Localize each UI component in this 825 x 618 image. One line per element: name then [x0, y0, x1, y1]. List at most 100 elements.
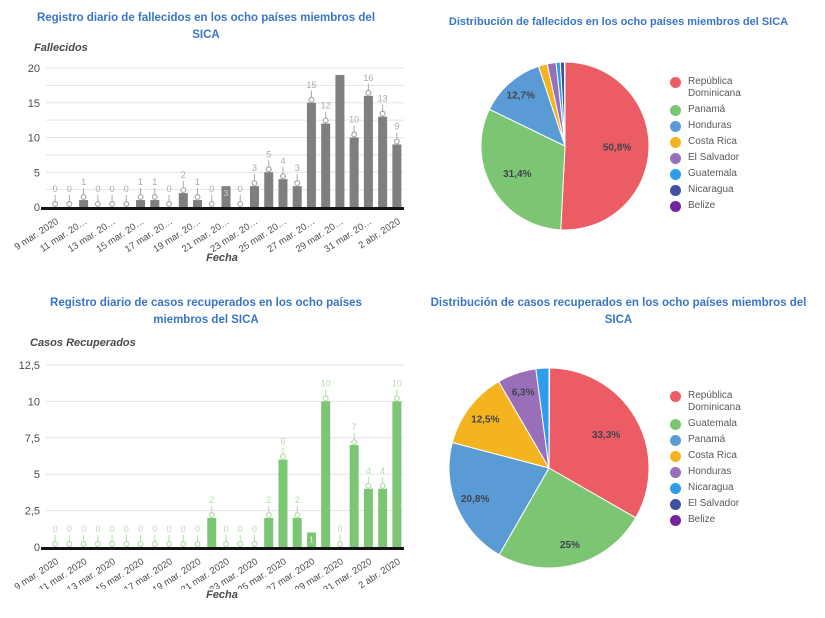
bar-value-label: 0	[53, 184, 58, 194]
bar-marker-dot	[151, 194, 158, 201]
legend-color-dot	[670, 105, 681, 116]
pie-slice-panam-	[480, 108, 566, 231]
legend-item: Belize	[670, 514, 810, 526]
bar	[278, 179, 288, 207]
bar-value-label: 10	[392, 378, 402, 388]
legend-label: Nicaragua	[688, 482, 734, 493]
pie-slice-belize	[548, 367, 551, 469]
pie-percent-label: 6,3%	[512, 387, 535, 398]
chart-daily-deaths: Registro diario de fallecidos en los och…	[0, 0, 412, 283]
bar-value-label: 0	[138, 524, 143, 534]
pie-chart-deaths: 50,8% 31,4% 12,7%	[480, 61, 650, 231]
bar-marker-dot	[166, 201, 173, 208]
bar-value-label: 0	[95, 524, 100, 534]
y-tick-label: 5	[34, 167, 40, 179]
pie-slice-honduras	[488, 65, 566, 147]
bar-marker-dot	[351, 131, 358, 138]
legend-label: Guatemala	[688, 168, 737, 179]
bar	[306, 102, 316, 207]
bar-marker-dot	[151, 541, 158, 548]
bar-value-label: 0	[181, 524, 186, 534]
bar-marker-dot	[180, 541, 187, 548]
legend-label: Costa Rica	[688, 450, 737, 461]
bar-marker-dot	[66, 541, 73, 548]
bar-marker-dot	[365, 482, 372, 489]
bar-marker-dot	[336, 541, 343, 548]
bar-value-label: 3	[295, 163, 300, 173]
bar-value-label: 4	[280, 156, 285, 166]
bar	[335, 74, 345, 207]
legend-label: Panamá	[688, 104, 726, 115]
bar-value-label: 0	[110, 184, 115, 194]
bar-marker-dot	[137, 541, 144, 548]
pie-percent-label: 20,8%	[461, 494, 489, 505]
bar-marker-dot	[279, 173, 286, 180]
bar	[378, 116, 388, 207]
bar-marker-dot	[322, 117, 329, 124]
bar	[79, 200, 89, 207]
legend-label: República Dominicana	[688, 390, 741, 413]
bar-marker-dot	[308, 96, 315, 103]
bar-value-label: 0	[167, 524, 172, 534]
legend-item: Nicaragua	[670, 482, 810, 494]
legend-item: Costa Rica	[670, 136, 810, 148]
legend-color-dot	[670, 435, 681, 446]
bar-value-label: 1	[195, 177, 200, 187]
legend-item: Honduras	[670, 120, 810, 132]
pie-slice-rep-blica-dominicana	[548, 367, 650, 519]
pie-slice-panam-	[448, 441, 550, 556]
bar-marker-dot	[109, 541, 116, 548]
chart-recovered-distribution: Distribución de casos recuperados en los…	[412, 285, 825, 618]
bar	[349, 445, 359, 547]
bar-value-label: 0	[238, 524, 243, 534]
y-axis-title-recovered: Casos Recuperados	[30, 337, 136, 349]
chart-title-daily-recovered: Registro diario de casos recuperados en …	[50, 297, 362, 327]
legend-label: El Salvador	[688, 152, 740, 163]
bar-marker-dot	[52, 541, 59, 548]
x-axis-title-deaths: Fecha	[206, 252, 238, 264]
bar-marker-dot	[52, 201, 59, 208]
legend-item: Guatemala	[670, 418, 810, 430]
bar	[221, 186, 231, 207]
bar-marker-dot	[223, 541, 230, 548]
bar	[392, 401, 402, 547]
bar-value-label: 0	[337, 524, 342, 534]
bar	[278, 459, 288, 547]
y-tick-label: 10	[28, 396, 40, 408]
chart-deaths-distribution: Distribución de fallecidos en los ocho p…	[412, 0, 825, 283]
legend-label: Honduras	[688, 120, 732, 131]
bar	[178, 193, 188, 207]
pie-slice-rep-blica-dominicana	[560, 61, 650, 231]
pie-percent-label: 25%	[560, 540, 580, 551]
bar-marker-dot	[208, 201, 215, 208]
bar	[207, 517, 217, 547]
bar-value-label: 0	[95, 184, 100, 194]
legend-label: Nicaragua	[688, 184, 734, 195]
bar-value-label: 0	[53, 524, 58, 534]
bar-marker-dot	[251, 541, 258, 548]
bar-marker-dot	[137, 194, 144, 201]
y-tick-label: 2,5	[25, 506, 40, 518]
legend-item: El Salvador	[670, 152, 810, 164]
bar-marker-dot	[237, 541, 244, 548]
pie-percent-label: 33,3%	[592, 430, 620, 441]
bar-value-label: 1	[138, 177, 143, 187]
pie-percent-label: 50,8%	[603, 142, 631, 153]
bar-value-label: 4	[380, 466, 385, 476]
bar-marker-dot	[251, 180, 258, 187]
legend-label: Guatemala	[688, 418, 737, 429]
y-tick-label: 7,5	[25, 433, 40, 445]
bar	[378, 488, 388, 547]
legend-color-dot	[670, 419, 681, 430]
legend-item: Panamá	[670, 104, 810, 116]
bar-marker-dot	[379, 110, 386, 117]
x-axis-title-recovered: Fecha	[206, 589, 238, 601]
y-tick-label: 0	[34, 202, 40, 214]
legend-recovered: República Dominicana Guatemala Panamá Costa…	[670, 390, 810, 530]
bar-value-label: 0	[223, 524, 228, 534]
bar-marker-dot	[237, 201, 244, 208]
bar-value-label: 1	[309, 534, 314, 544]
legend-label: Belize	[688, 514, 716, 525]
bar-value-label: 0	[238, 184, 243, 194]
